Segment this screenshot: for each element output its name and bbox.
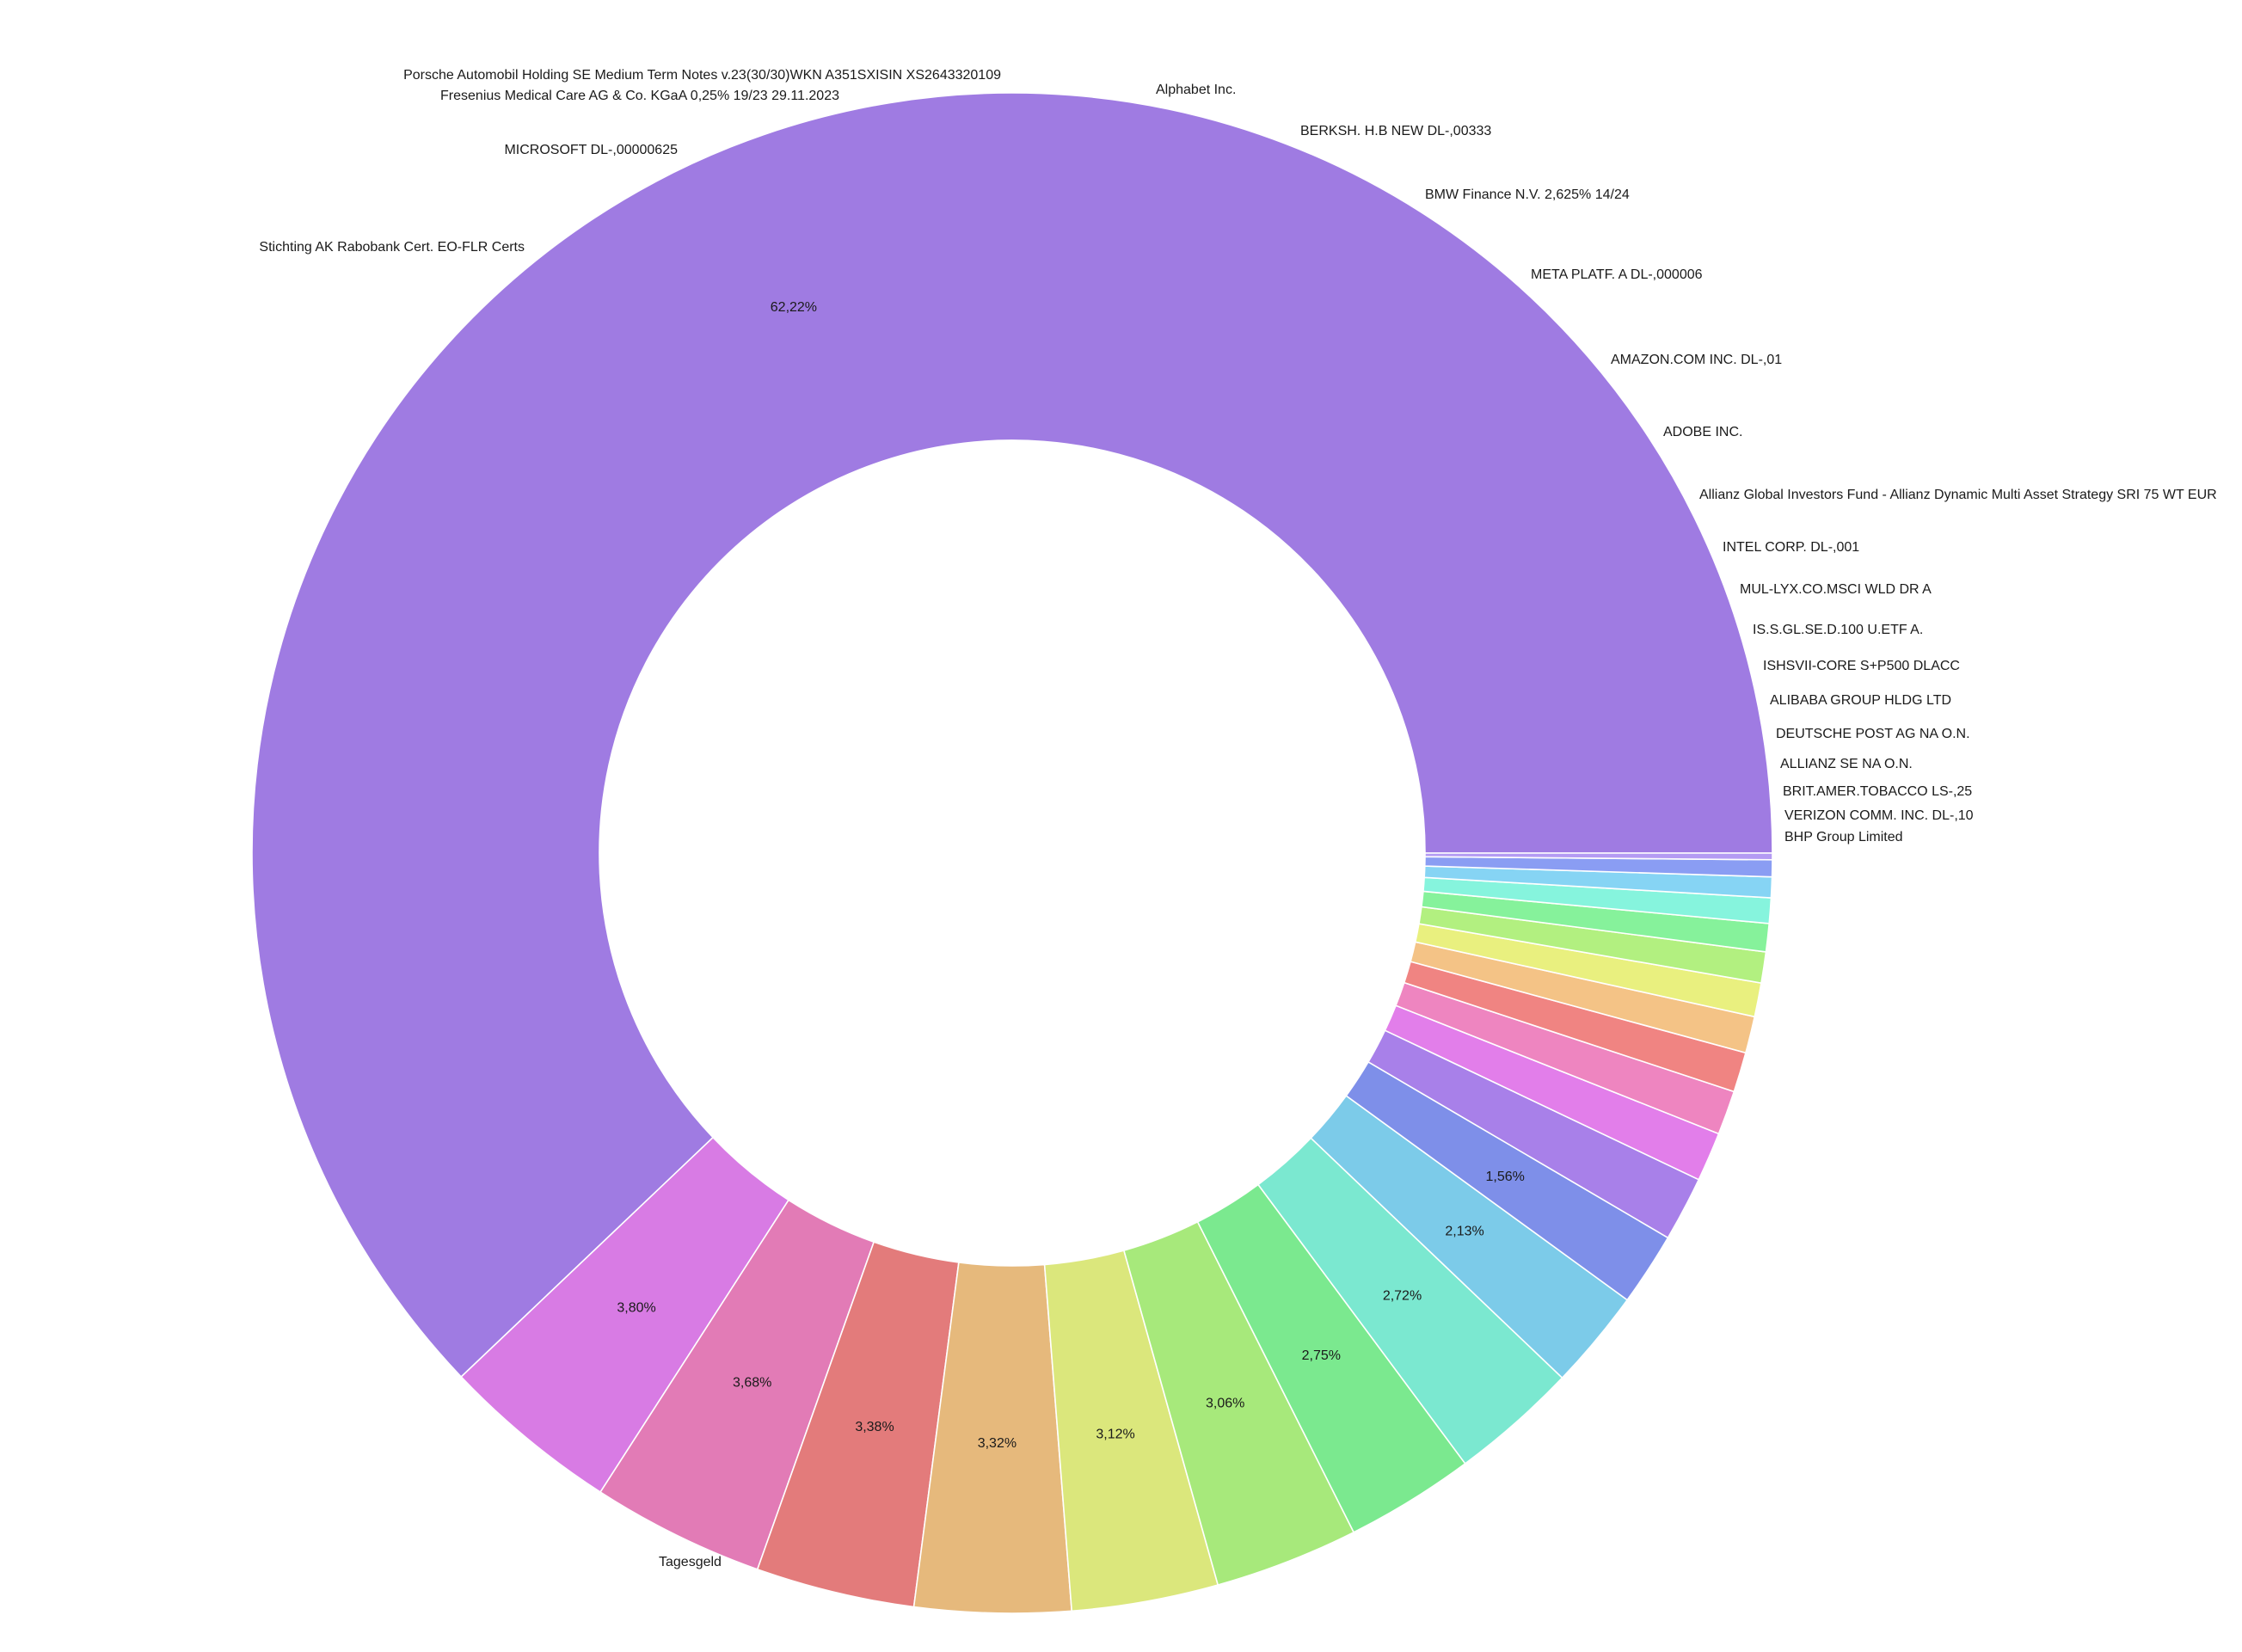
slice-tagesgeld[interactable]: [251, 92, 1773, 1379]
slice-label-meta-platf-a-dl-000006: META PLATF. A DL-,000006: [1531, 267, 1703, 282]
slice-label-microsoft-dl-00000625: MICROSOFT DL-,00000625: [504, 143, 678, 157]
slices-layer: [251, 92, 1773, 1614]
slice-label-verizon-comm-inc-dl-10: VERIZON COMM. INC. DL-,10: [1784, 808, 1974, 823]
slice-label-ishsvii-core-s-p500-dlacc: ISHSVII-CORE S+P500 DLACC: [1763, 659, 1960, 673]
slice-label-adobe-inc: ADOBE INC.: [1663, 425, 1742, 439]
slice-label-tagesgeld: Tagesgeld: [659, 1555, 722, 1569]
value-label-microsoft-dl-00000625: 3,68%: [733, 1376, 771, 1391]
slice-other[interactable]: [1424, 852, 1773, 861]
value-label-porsche-automobil-holding-se-medium-term: 3,32%: [978, 1436, 1017, 1451]
value-label-berksh-h-b-new-dl-00333: 3,06%: [1206, 1397, 1244, 1411]
slice-label-fresenius-medical-care-ag-co-kgaa-0-25-1: Fresenius Medical Care AG & Co. KGaA 0,2…: [440, 89, 839, 103]
slice-label-stichting-ak-rabobank-cert-eo-flr-certs: Stichting AK Rabobank Cert. EO-FLR Certs: [259, 240, 525, 255]
slice-label-brit-amer-tobacco-ls-25: BRIT.AMER.TOBACCO LS-,25: [1783, 784, 1972, 799]
slice-label-bmw-finance-n-v-2-625-14-24: BMW Finance N.V. 2,625% 14/24: [1425, 187, 1630, 202]
slice-label-mul-lyx-co-msci-wld-dr-a: MUL-LYX.CO.MSCI WLD DR A: [1740, 582, 1932, 597]
value-label-adobe-inc: 1,56%: [1486, 1170, 1525, 1184]
slice-label-berksh-h-b-new-dl-00333: BERKSH. H.B NEW DL-,00333: [1300, 124, 1491, 138]
slice-label-is-s-gl-se-d-100-u-etf-a: IS.S.GL.SE.D.100 U.ETF A.: [1753, 623, 1923, 637]
slice-label-intel-corp-dl-001: INTEL CORP. DL-,001: [1723, 540, 1859, 555]
value-label-bmw-finance-n-v-2-625-14-24: 2,75%: [1302, 1348, 1341, 1363]
value-label-fresenius-medical-care-ag-co-kgaa-0-25-1: 3,38%: [855, 1420, 894, 1434]
slice-label-deutsche-post-ag-na-o-n: DEUTSCHE POST AG NA O.N.: [1776, 727, 1970, 741]
value-labels-layer: 62,22% 3,80% 3,68% 3,38% 3,32% 3,12% 3,06% 2,75…: [617, 300, 1524, 1451]
slice-label-alibaba-group-hldg-ltd: ALIBABA GROUP HLDG LTD: [1770, 693, 1951, 708]
slice-label-porsche-automobil-holding-se-medium-term: Porsche Automobil Holding SE Medium Term…: [403, 68, 1001, 83]
value-label-amazon-com-inc-dl-01: 2,13%: [1445, 1225, 1483, 1239]
slice-label-bhp-group-limited: BHP Group Limited: [1784, 830, 1903, 844]
slice-label-allianz-global-investors-fund-allianz-dy: Allianz Global Investors Fund - Allianz …: [1699, 488, 2217, 502]
value-label-tagesgeld: 62,22%: [771, 300, 817, 315]
slice-label-alphabet-inc: Alphabet Inc.: [1156, 83, 1236, 97]
slice-label-amazon-com-inc-dl-01: AMAZON.COM INC. DL-,01: [1611, 353, 1782, 367]
value-label-meta-platf-a-dl-000006: 2,72%: [1383, 1288, 1422, 1303]
slice-label-allianz-se-na-o-n: ALLIANZ SE NA O.N.: [1780, 757, 1913, 771]
value-label-alphabet-inc: 3,12%: [1096, 1427, 1134, 1441]
slice-labels-layer: Tagesgeld Stichting AK Rabobank Cert. EO-…: [259, 68, 2216, 1569]
value-label-stichting-ak-rabobank-cert-eo-flr-certs: 3,80%: [617, 1301, 655, 1316]
